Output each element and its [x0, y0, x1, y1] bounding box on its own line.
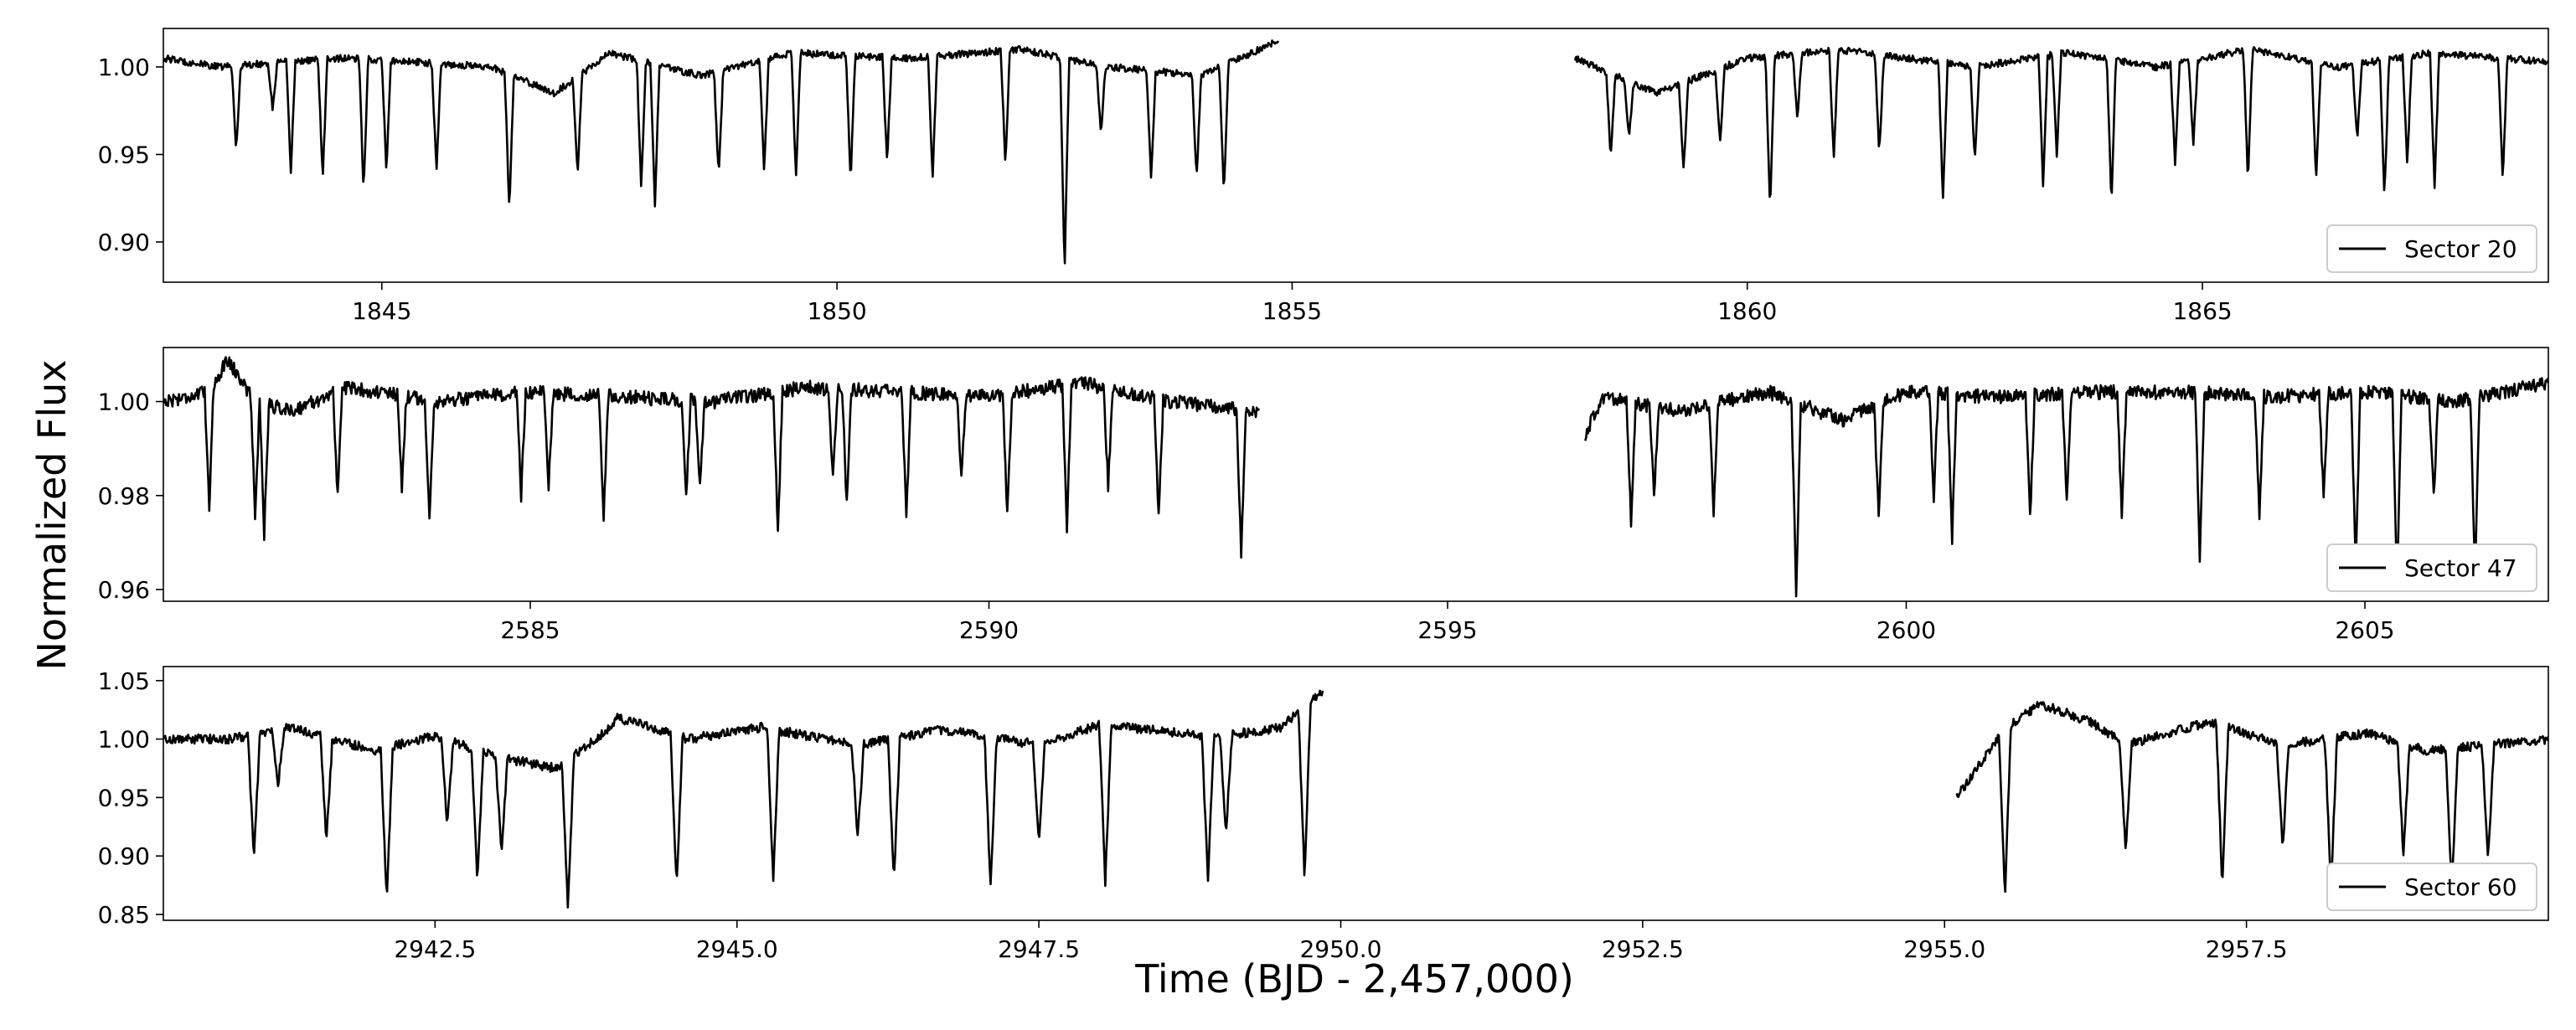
x-tick-label: 2590 — [959, 616, 1019, 644]
x-tick-label: 1850 — [807, 297, 866, 325]
plot-frame — [163, 28, 2549, 283]
x-tick-label: 2947.5 — [998, 935, 1080, 963]
x-tick-label: 1845 — [352, 297, 411, 325]
x-tick-label: 2605 — [2335, 616, 2394, 644]
x-tick-label: 1865 — [2172, 297, 2232, 325]
x-axis-title: Time (BJD - 2,457,000) — [1134, 956, 1574, 1002]
y-tick-label: 1.05 — [98, 667, 150, 695]
y-axis-title: Normalized Flux — [29, 359, 75, 670]
x-tick-label: 2942.5 — [394, 935, 476, 963]
panel-1: 1845 1850 1855 1860 1865 0.90 0.95 1.00 Sector 2… — [98, 28, 2549, 325]
x-tick-label: 2957.5 — [2206, 935, 2288, 963]
x-tick-label: 2600 — [1877, 616, 1936, 644]
y-tick-label: 1.00 — [98, 54, 150, 81]
y-tick-label: 0.95 — [98, 141, 150, 168]
x-tick-label: 2950.0 — [1299, 935, 1381, 963]
plot-frame — [163, 666, 2549, 921]
plot-frame — [163, 347, 2549, 602]
x-tick-label: 2952.5 — [1602, 935, 1684, 963]
x-tick-label: 2585 — [500, 616, 560, 644]
x-tick-label: 2945.0 — [696, 935, 778, 963]
y-tick-label: 1.00 — [98, 389, 150, 416]
series-line — [163, 689, 2548, 909]
y-tick-label: 0.85 — [98, 901, 150, 929]
legend-box — [2326, 543, 2537, 592]
legend-box — [2326, 224, 2537, 273]
x-tick-label: 2955.0 — [1903, 935, 1985, 963]
legend-label: Sector 47 — [2404, 554, 2517, 582]
y-tick-label: 0.95 — [98, 784, 150, 811]
x-tick-label: 1860 — [1717, 297, 1777, 325]
y-tick-label: 0.90 — [98, 842, 150, 870]
y-tick-label: 0.96 — [98, 576, 150, 604]
series-line — [163, 39, 2548, 265]
x-tick-label: 2595 — [1417, 616, 1477, 644]
y-tick-label: 1.00 — [98, 726, 150, 754]
legend-label: Sector 60 — [2404, 873, 2517, 901]
y-tick-label: 0.90 — [98, 229, 150, 256]
panel-2: 2585 2590 2595 2600 2605 0.96 0.98 1.00 Sector 4… — [98, 347, 2549, 644]
y-tick-label: 0.98 — [98, 482, 150, 510]
x-tick-label: 1855 — [1262, 297, 1322, 325]
series-line — [163, 356, 2548, 598]
legend-label: Sector 20 — [2404, 235, 2517, 263]
legend-box — [2326, 863, 2537, 911]
panel-3: 2942.5 2945.0 2947.5 2950.0 2952.5 2955.0 2957… — [98, 666, 2549, 963]
